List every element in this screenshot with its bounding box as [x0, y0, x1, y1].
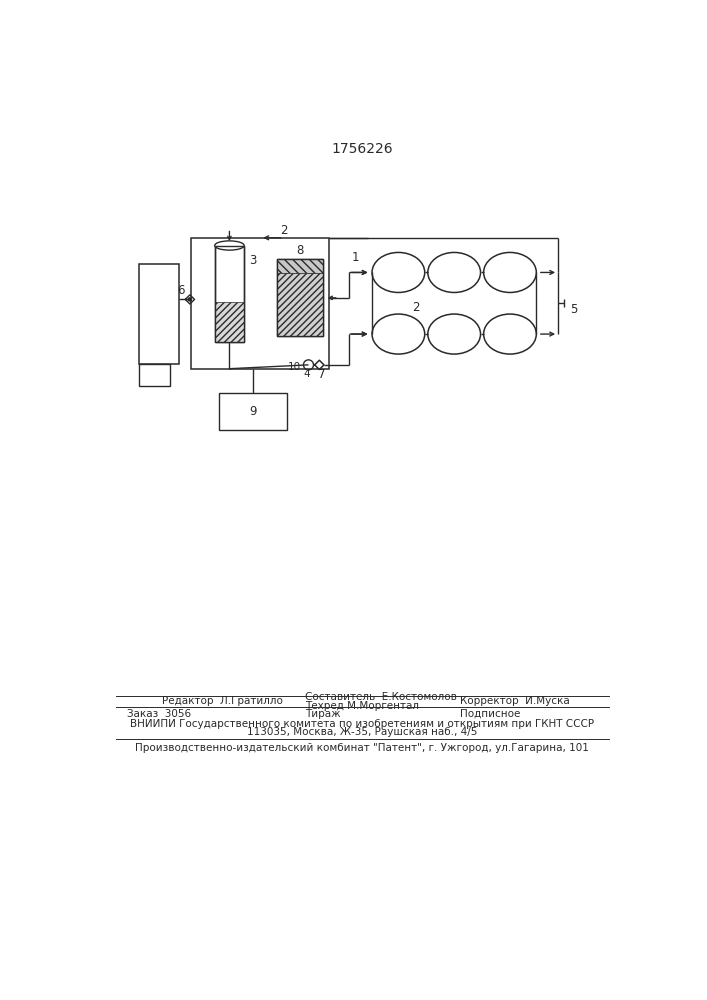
Text: 6: 6 — [177, 284, 185, 297]
Bar — [215, 302, 244, 342]
Bar — [139, 364, 170, 386]
Text: 113035, Москва, Ж-35, Раушская наб., 4/5: 113035, Москва, Ж-35, Раушская наб., 4/5 — [247, 727, 477, 737]
Bar — [276, 259, 323, 336]
Bar — [139, 264, 179, 364]
Text: 7: 7 — [318, 368, 325, 381]
Bar — [276, 273, 323, 336]
Bar — [192, 238, 329, 369]
Text: 2: 2 — [411, 301, 419, 314]
Text: 10: 10 — [288, 362, 301, 372]
Bar — [218, 393, 287, 430]
Bar — [276, 259, 323, 273]
Text: Производственно-издательский комбинат "Патент", г. Ужгород, ул.Гагарина, 101: Производственно-издательский комбинат "П… — [135, 743, 589, 753]
Ellipse shape — [215, 241, 244, 250]
Text: Составитель  Е.Костомолов: Составитель Е.Костомолов — [305, 692, 457, 702]
Text: 1756226: 1756226 — [331, 142, 393, 156]
Text: 9: 9 — [249, 405, 257, 418]
Text: Заказ  3056: Заказ 3056 — [127, 709, 192, 719]
Text: 8: 8 — [296, 244, 303, 257]
Text: Тираж: Тираж — [305, 709, 341, 719]
Bar — [215, 246, 244, 342]
Bar — [215, 246, 244, 342]
Text: 1: 1 — [351, 251, 358, 264]
Text: Техред М.Моргентал: Техред М.Моргентал — [305, 701, 419, 711]
Text: 3: 3 — [249, 254, 256, 267]
Circle shape — [188, 298, 192, 301]
Text: ВНИИПИ Государственного комитета по изобретениям и открытиям при ГКНТ СССР: ВНИИПИ Государственного комитета по изоб… — [130, 719, 594, 729]
Text: Корректор  И.Муска: Корректор И.Муска — [460, 696, 570, 706]
Text: 4: 4 — [303, 369, 310, 379]
Text: 2: 2 — [280, 224, 288, 237]
Text: Редактор  Л.Гратилло: Редактор Л.Гратилло — [162, 696, 283, 706]
Text: Подписное: Подписное — [460, 709, 521, 719]
Text: 5: 5 — [570, 303, 577, 316]
Bar — [276, 259, 323, 336]
